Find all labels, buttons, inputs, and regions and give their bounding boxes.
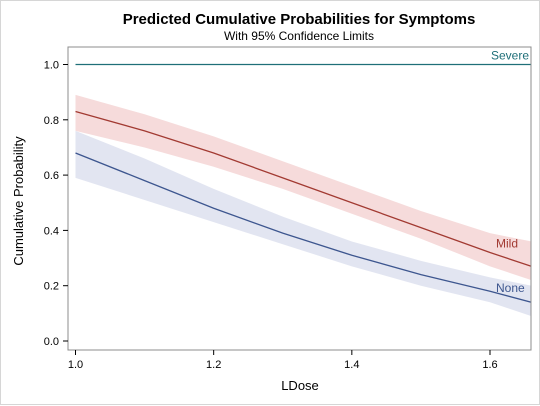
series-line-mild — [75, 110, 531, 267]
series-label-none: None — [496, 281, 525, 295]
series-line-none — [75, 152, 531, 303]
plot-area: Severe Mild None 1.0 1.2 1.4 1.6 0.0 0.2 0.4 0.6 0.… — [44, 46, 532, 371]
x-tick-label: 1.6 — [482, 359, 497, 371]
y-tick-label: 0.2 — [44, 281, 59, 293]
series-label-severe: Severe — [491, 49, 529, 63]
y-tick-label: 0.0 — [44, 336, 59, 348]
chart-subtitle: With 95% Confidence Limits — [224, 29, 374, 43]
y-axis-label: Cumulative Probability — [11, 136, 26, 266]
x-tick-label: 1.4 — [344, 359, 359, 371]
chart-title: Predicted Cumulative Probabilities for S… — [123, 11, 476, 28]
y-tick-label: 0.6 — [44, 170, 59, 182]
x-tick-label: 1.0 — [68, 359, 83, 371]
confidence-band-none — [75, 130, 531, 316]
x-tick-label: 1.2 — [206, 359, 221, 371]
y-tick-label: 0.4 — [44, 225, 59, 237]
plot-series-group — [75, 63, 531, 316]
y-tick-label: 0.8 — [44, 115, 59, 127]
series-label-mild: Mild — [496, 237, 518, 251]
y-tick-label: 1.0 — [44, 60, 59, 72]
plot-frame — [67, 46, 532, 351]
x-axis-label: LDose — [281, 378, 319, 393]
confidence-band-mild — [75, 94, 531, 281]
